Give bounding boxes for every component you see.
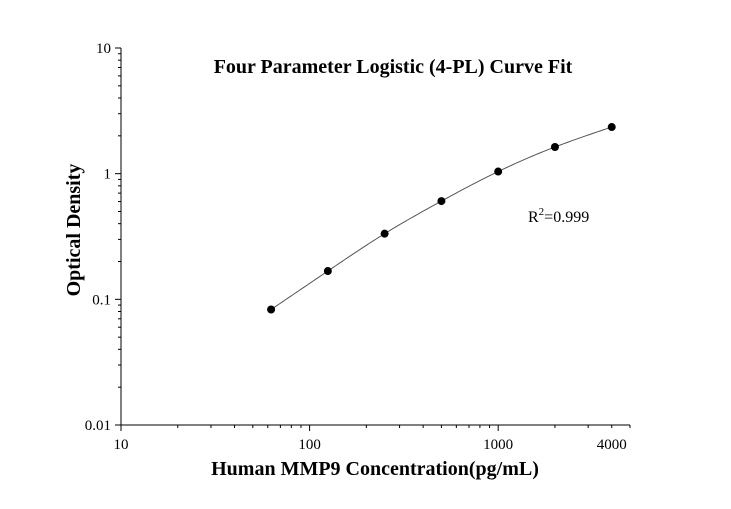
x-tick-label: 1000	[483, 437, 513, 453]
axis-tick-labels: 10 100 1000 4000 0.01 0.1 1 10	[85, 41, 627, 453]
axis-ticks	[115, 47, 631, 431]
data-point	[550, 143, 559, 152]
y-axis-label: Optical Density	[63, 164, 85, 297]
r-squared-base: R	[528, 209, 539, 226]
data-point	[267, 305, 276, 314]
data-points	[267, 123, 616, 314]
data-point	[607, 123, 616, 132]
y-tick-label: 0.1	[92, 292, 111, 308]
x-tick-label: 4000	[597, 437, 627, 453]
data-point	[494, 167, 503, 176]
r-squared-value: =0.999	[544, 209, 589, 226]
y-tick-label: 10	[96, 41, 111, 57]
x-axis-label: Human MMP9 Concentration(pg/mL)	[211, 458, 539, 480]
r-squared-superscript: 2	[539, 206, 545, 218]
x-tick-label: 100	[298, 437, 321, 453]
chart-title: Four Parameter Logistic (4-PL) Curve Fit	[214, 56, 573, 78]
y-tick-label: 1	[104, 167, 112, 183]
y-tick-label: 0.01	[85, 418, 111, 434]
data-point	[380, 229, 389, 238]
x-tick-label: 10	[114, 437, 129, 453]
data-point	[323, 267, 332, 276]
data-point	[437, 197, 446, 206]
plot-frame	[120, 48, 630, 426]
r-squared-annotation: R2=0.999	[528, 206, 589, 226]
